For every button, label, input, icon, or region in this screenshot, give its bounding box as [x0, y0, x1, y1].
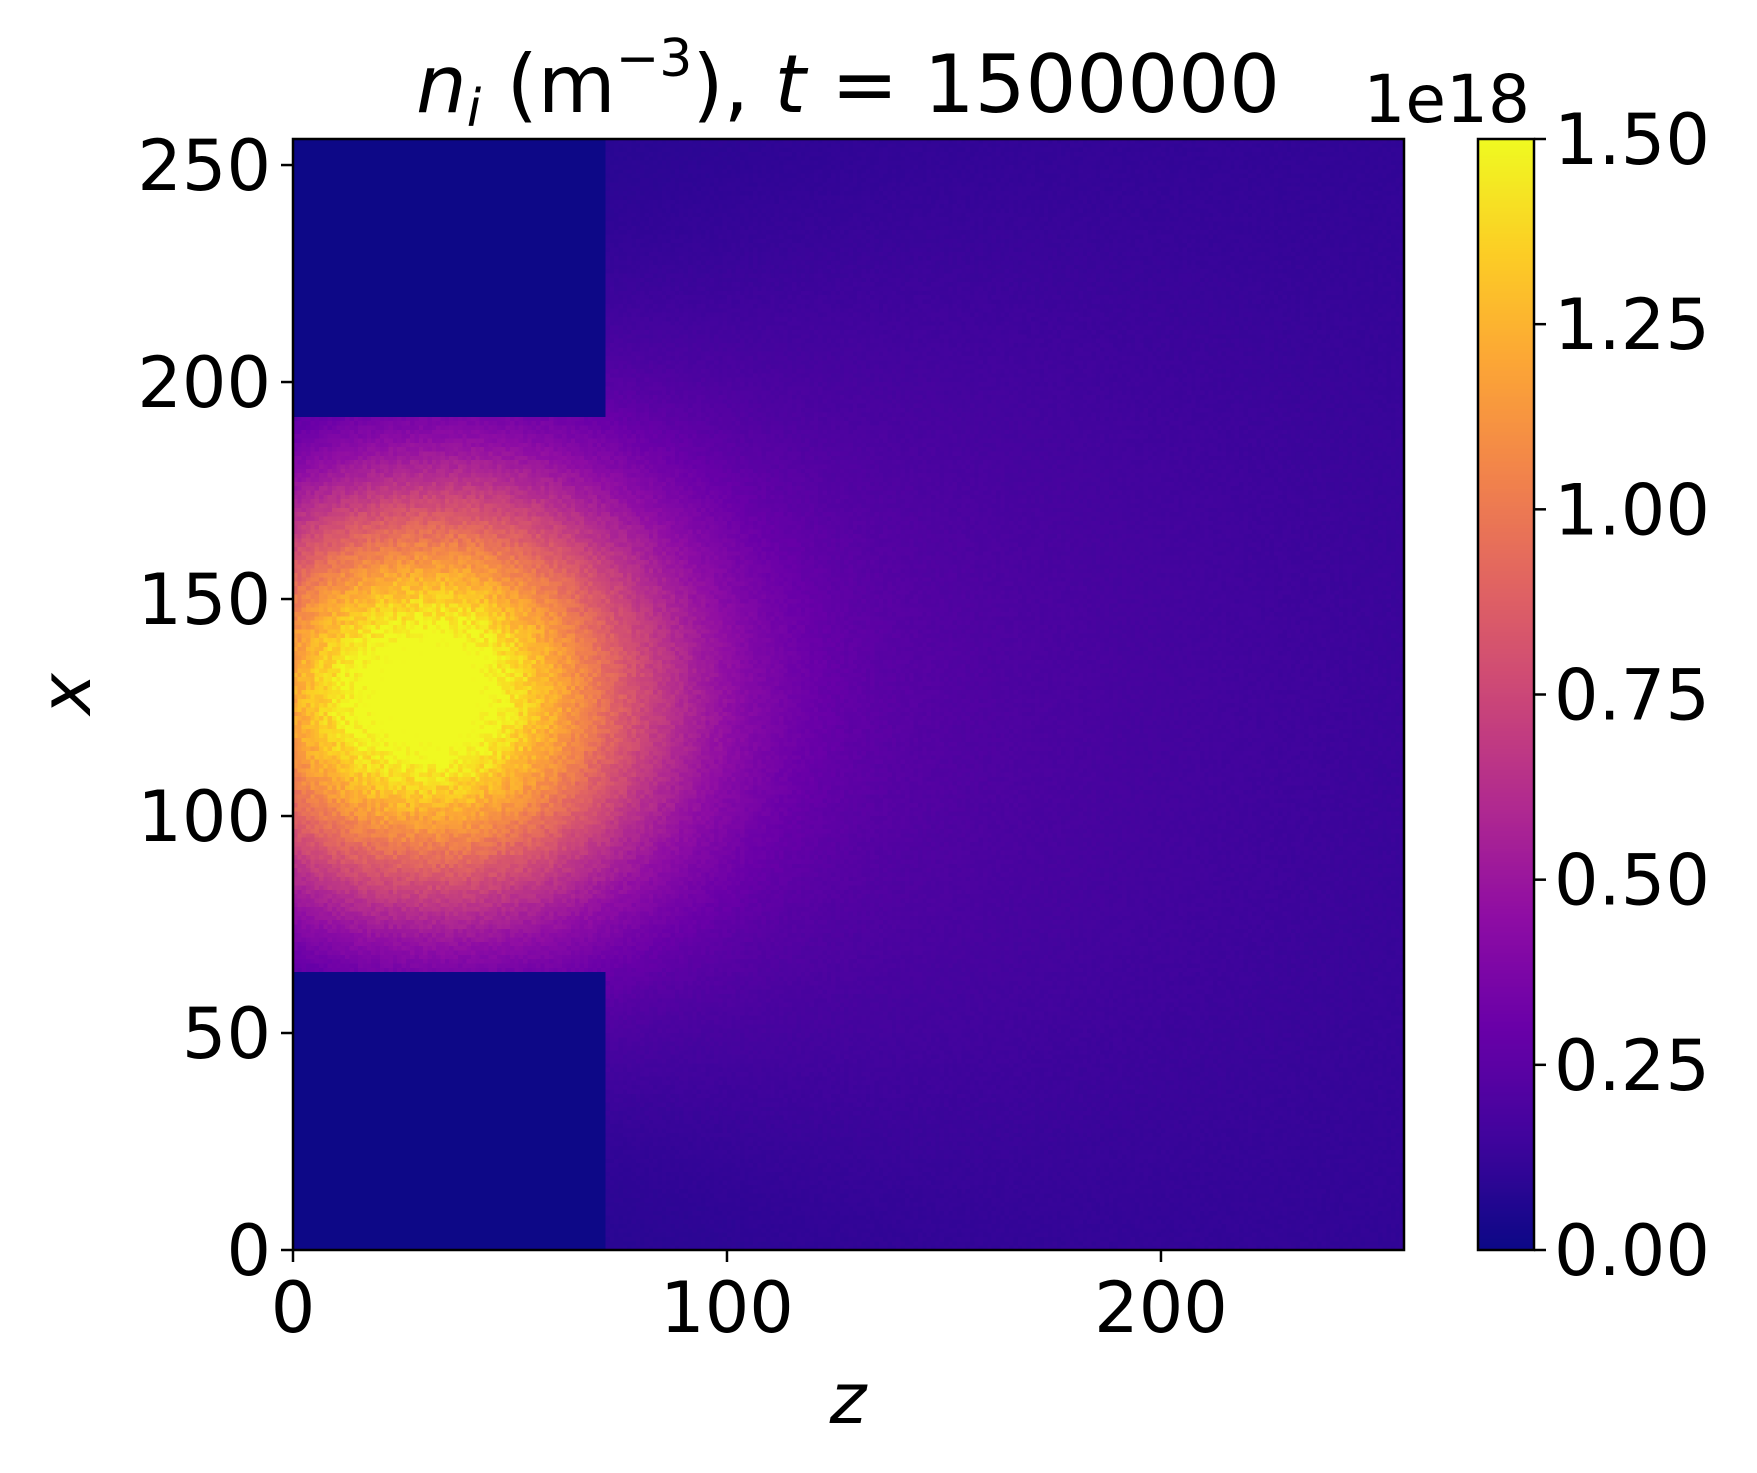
axes-frame [291, 137, 1406, 1252]
title-unit-close: ), [692, 38, 774, 131]
colorbar-area [1478, 139, 1534, 1250]
chart-title: ni (m−3), t = 1500000 [416, 29, 1280, 139]
colorbar-tick-label: 0.75 [1554, 655, 1710, 737]
colorbar-tick-label: 1.25 [1554, 284, 1710, 366]
x-tick-label: 0 [271, 1267, 316, 1349]
title-sub: i [467, 79, 482, 139]
y-tick-label: 100 [137, 776, 271, 858]
title-unit-sup: −3 [616, 29, 693, 89]
y-axis-label: x [25, 673, 107, 717]
title-teq: = 1500000 [806, 38, 1280, 131]
colorbar-tick-label: 0.50 [1554, 840, 1710, 922]
y-tick-label: 50 [182, 993, 271, 1075]
x-axis-ticks: 0 100 200 [271, 1250, 1228, 1349]
heatmap-plot-area [293, 139, 1404, 1250]
colorbar-tick-label: 1.00 [1554, 469, 1710, 551]
title-unit-open: (m [481, 38, 616, 131]
colorbar-tick-label: 0.00 [1554, 1210, 1710, 1292]
y-axis-ticks: 0 50 100 150 200 250 [137, 125, 293, 1292]
y-tick-label: 200 [137, 342, 271, 424]
x-tick-label: 100 [660, 1267, 794, 1349]
colorbar-gradient [1478, 139, 1534, 1250]
x-tick-label: 200 [1094, 1267, 1228, 1349]
y-tick-label: 250 [137, 125, 271, 207]
y-tick-label: 0 [226, 1210, 271, 1292]
colorbar-offset-text: 1e18 [1363, 61, 1530, 138]
heatmap-image [293, 139, 1404, 1250]
colorbar-tick-label: 0.25 [1554, 1025, 1710, 1107]
x-axis-label: z [829, 1358, 869, 1440]
colorbar-ticks: 0.00 0.25 0.50 0.75 1.00 1.25 1.50 [1534, 99, 1710, 1292]
title-var: n [416, 38, 467, 131]
y-tick-label: 150 [137, 559, 271, 641]
title-tvar: t [774, 38, 808, 131]
colorbar-tick-label: 1.50 [1554, 99, 1710, 181]
